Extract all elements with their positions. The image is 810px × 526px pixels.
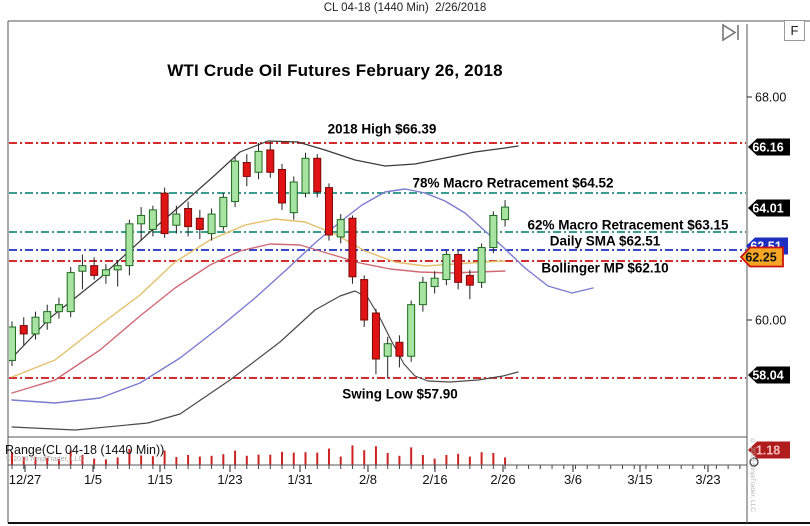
candle-1/12: [148, 205, 157, 237]
y-axis-label: 68.00: [755, 91, 786, 105]
candle-1/3: [66, 267, 75, 318]
x-axis-label: 1/31: [287, 472, 312, 487]
candle-1/2: [54, 297, 63, 319]
x-axis-label: 2/16: [422, 472, 447, 487]
range-badge: [748, 441, 790, 459]
candle-2/5: [336, 214, 345, 244]
x-axis-label: 3/23: [695, 472, 720, 487]
x-axis-label: 1/15: [147, 472, 172, 487]
candle-1/10: [125, 219, 134, 276]
candle-1/15: [160, 187, 169, 238]
annotation-label: Daily SMA $62.51: [550, 234, 661, 249]
daily-sma-blue: [11, 188, 594, 404]
x-axis-label: 2/8: [359, 472, 377, 487]
candle-2/13: [407, 300, 416, 362]
candle-1/5: [90, 257, 99, 280]
x-axis-label: 3/15: [627, 472, 652, 487]
range-marker-dot: [749, 457, 759, 467]
candle-2/6: [348, 215, 357, 284]
price-badge-64.01: [748, 199, 790, 217]
candle-2/22: [477, 243, 486, 288]
candle-2/12: [395, 335, 404, 368]
annotation-label: 62% Macro Retracement $63.15: [527, 218, 729, 233]
bollinger-lower-band: [11, 290, 519, 431]
candle-12/27: [19, 317, 28, 346]
candle-12/29: [43, 304, 52, 330]
candle-2/8: [371, 308, 380, 375]
candle-2/23: [489, 211, 498, 254]
price-badge-64.01-text: 64.01: [752, 202, 783, 216]
candle-1/17: [184, 201, 193, 237]
candle-1/29: [278, 163, 287, 210]
annotation-label: Swing Low $57.90: [342, 387, 458, 402]
candle-2/20: [454, 250, 463, 290]
x-axis-label: 2/26: [490, 472, 515, 487]
x-axis-label: 12/27: [9, 472, 42, 487]
x-axis-label: 1/5: [84, 472, 102, 487]
candle-2/7: [360, 275, 369, 327]
candle-2/15: [430, 271, 439, 294]
f-button[interactable]: F: [784, 20, 805, 41]
price-badge-58.04-text: 58.04: [752, 369, 783, 383]
price-badge-66.16-text: 66.16: [752, 141, 783, 155]
candle-12/26: [9, 321, 16, 366]
x-axis-label: 1/23: [217, 472, 242, 487]
watermark: © 2018 NinjaTrader, LLC: [6, 456, 84, 463]
price-badge-66.16: [748, 138, 790, 156]
candle-2/9: [383, 336, 392, 379]
chart-title: WTI Crude Oil Futures February 26, 2018: [167, 61, 503, 80]
price-badge-58.04: [748, 366, 790, 384]
candle-1/23: [231, 156, 240, 208]
candle-2/1: [313, 154, 322, 198]
annotation-label: 78% Macro Retracement $64.52: [412, 176, 613, 191]
candle-1/4: [78, 254, 87, 290]
candle-1/19: [207, 208, 216, 241]
window-title: CL 04-18 (1440 Min) 2/26/2018: [323, 2, 487, 14]
watermark-vertical: © 2018 NinjaTrader, LLC: [749, 438, 756, 512]
candle-2/16: [442, 250, 451, 286]
price-badge-62.25: [739, 246, 784, 268]
x-axis-label: 3/6: [564, 472, 582, 487]
y-axis-label: 60.00: [755, 314, 786, 328]
candle-2/26: [501, 200, 510, 227]
bollinger-upper-band: [9, 140, 519, 362]
candle-1/9: [113, 260, 122, 287]
candle-1/31: [301, 152, 310, 198]
range-badge-text: 1.18: [756, 444, 780, 458]
sma-orange: [11, 218, 506, 378]
candle-1/30: [289, 176, 298, 220]
candle-12/28: [31, 311, 40, 340]
candle-1/16: [172, 205, 181, 234]
annotation-label: 2018 High $66.39: [328, 122, 437, 137]
candle-2/2: [324, 183, 333, 241]
candle-1/18: [195, 209, 204, 240]
candle-1/25: [254, 142, 263, 180]
candle-1/11: [137, 207, 146, 241]
candle-1/26: [266, 141, 275, 178]
range-panel-label: Range(CL 04-18 (1440 Min)): [5, 443, 165, 457]
candle-2/21: [465, 269, 474, 300]
annotation-label: Bollinger MP $62.10: [541, 261, 668, 276]
candle-2/14: [418, 276, 427, 312]
candle-1/24: [242, 154, 251, 187]
indicator-lines: [9, 140, 594, 431]
price-badge-62.25-text: 62.25: [745, 251, 776, 265]
skip-to-end-icon[interactable]: [718, 22, 746, 44]
candle-1/22: [219, 193, 228, 231]
candle-1/8: [101, 264, 110, 284]
